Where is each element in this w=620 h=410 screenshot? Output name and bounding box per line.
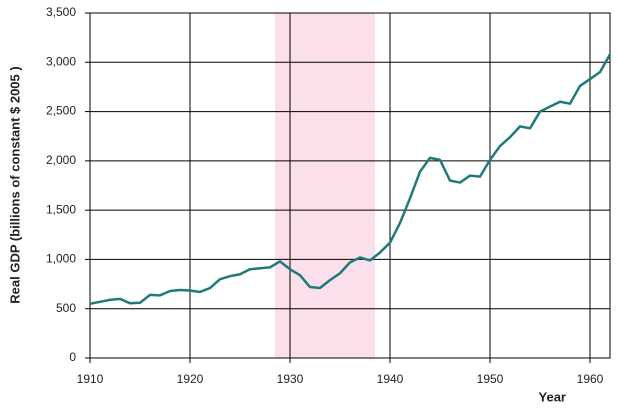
x-tick-label: 1930 — [277, 372, 304, 386]
y-tick-label: 2,500 — [46, 104, 76, 118]
y-tick-label: 3,500 — [46, 5, 76, 19]
y-tick-label: 500 — [56, 301, 76, 315]
x-tick-label: 1950 — [477, 372, 504, 386]
plot-frame — [89, 12, 611, 359]
data-line — [89, 53, 612, 306]
y-axis-label: Real GDP (billions of constant $ 2005 ) — [7, 66, 22, 303]
x-axis-label: Year — [539, 389, 566, 404]
x-tick-label: 1940 — [377, 372, 404, 386]
x-tick-label: 1920 — [177, 372, 204, 386]
y-tick-label: 1,500 — [46, 202, 76, 216]
highlight-band — [275, 13, 375, 358]
y-tick-label: 3,000 — [46, 54, 76, 68]
y-tick-label: 0 — [69, 350, 76, 364]
x-tick-label: 1960 — [577, 372, 604, 386]
y-tick-label: 2,000 — [46, 153, 76, 167]
x-tick-label: 1910 — [77, 372, 104, 386]
y-tick-label: 1,000 — [46, 252, 76, 266]
